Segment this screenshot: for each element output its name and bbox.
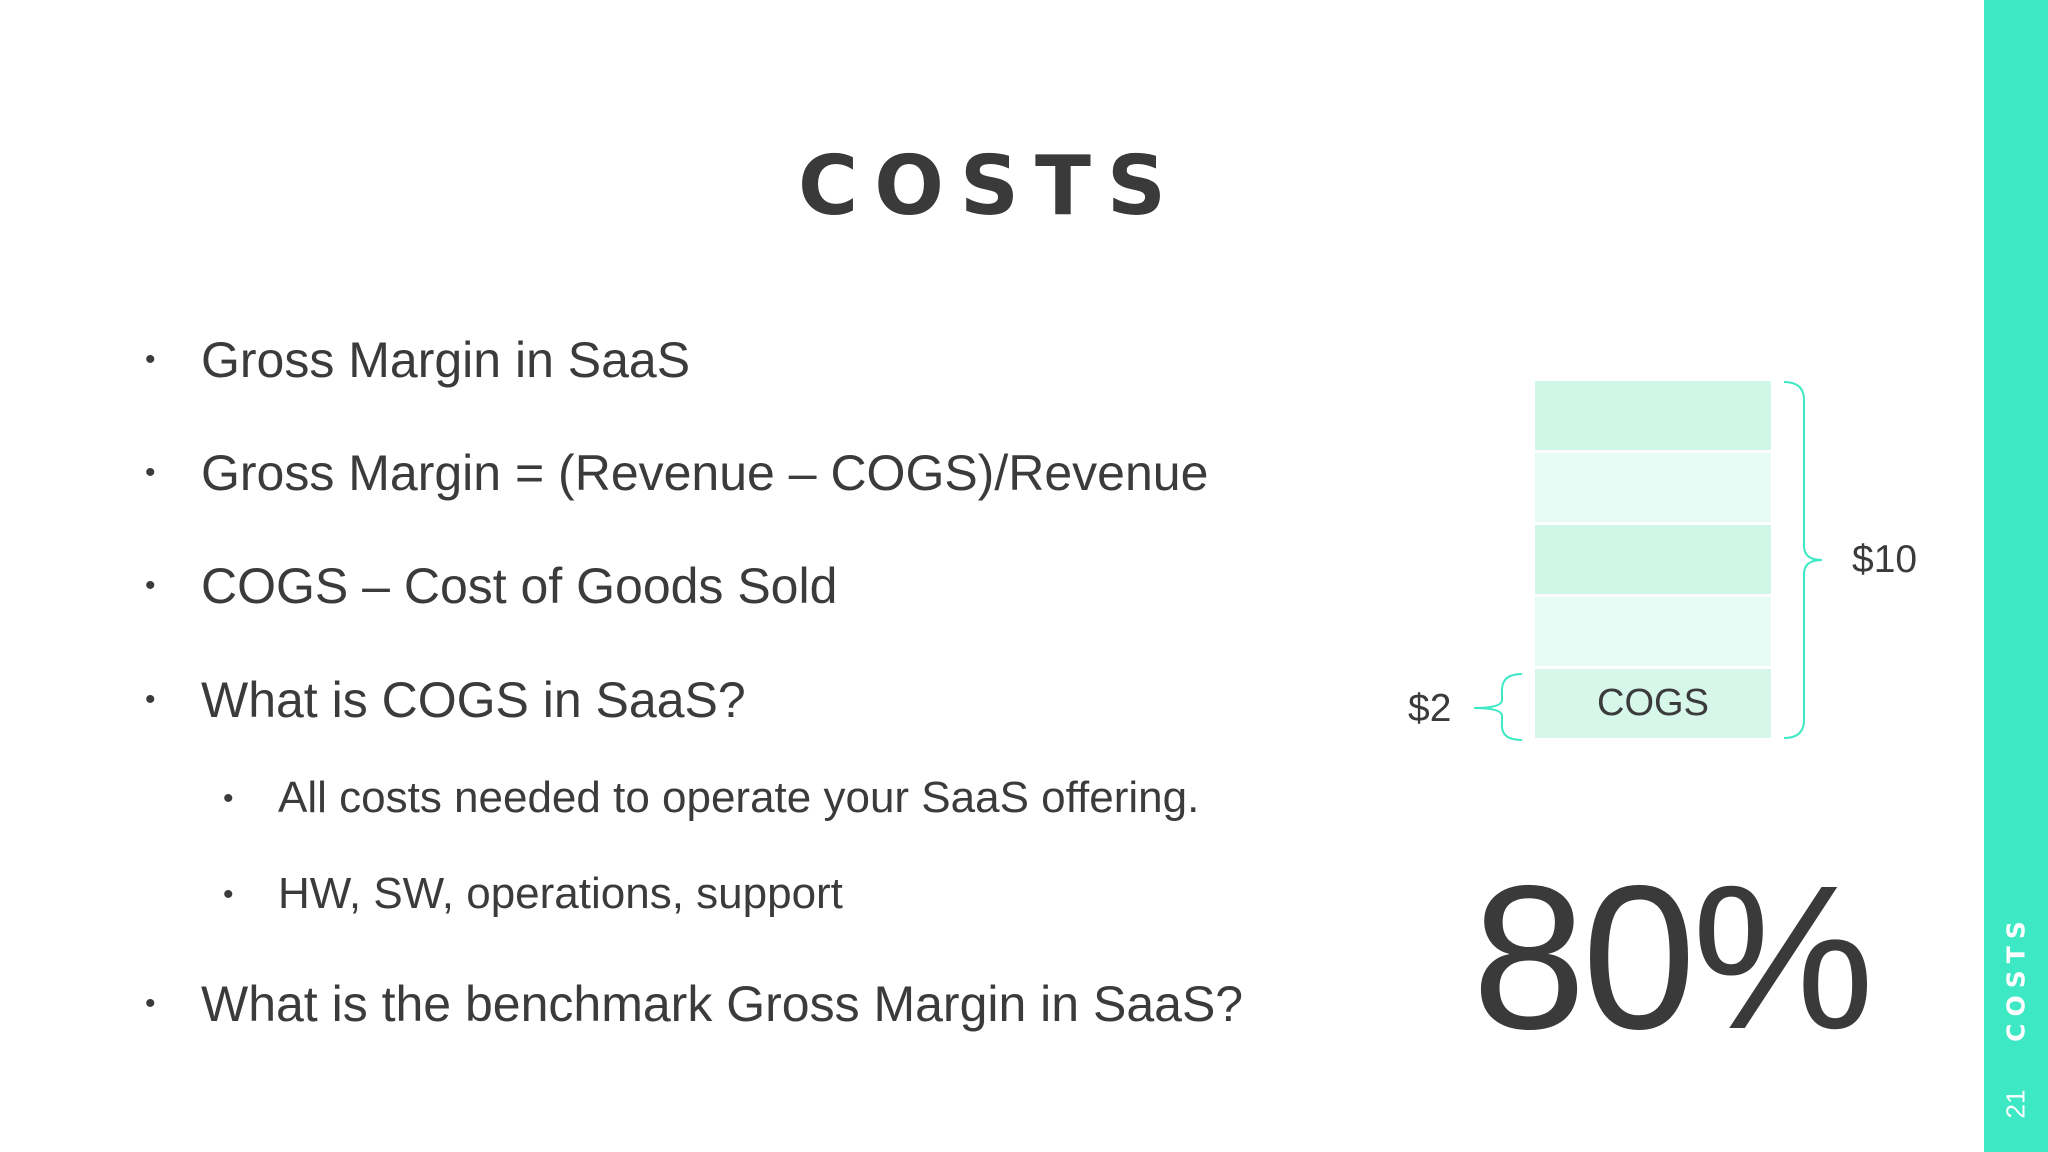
total-amount-label: $10 xyxy=(1852,538,1918,581)
bullet-dot-icon: • xyxy=(145,683,156,716)
bullet-text: What is COGS in SaaS? xyxy=(201,672,746,728)
bullet-item: • What is the benchmark Gross Margin in … xyxy=(145,976,1244,1032)
page-number: 21 xyxy=(2000,1089,2031,1119)
bullet-dot-icon: • xyxy=(145,456,156,489)
bullet-text: COGS – Cost of Goods Sold xyxy=(201,558,838,614)
stack-segment xyxy=(1535,453,1771,522)
bullet-item: • What is COGS in SaaS? xyxy=(145,672,746,728)
gross-margin-value: 80% xyxy=(1472,843,1874,1072)
slide-title: COSTS xyxy=(798,139,1182,234)
total-brace-icon xyxy=(1783,381,1823,739)
bullet-item: • Gross Margin = (Revenue – COGS)/Revenu… xyxy=(145,445,1209,501)
bullet-text: Gross Margin = (Revenue – COGS)/Revenue xyxy=(201,445,1209,501)
bullet-dot-icon: • xyxy=(145,987,156,1020)
bullet-dot-icon: • xyxy=(145,569,156,602)
bullet-item: • COGS – Cost of Goods Sold xyxy=(145,558,838,614)
bullet-text: All costs needed to operate your SaaS of… xyxy=(278,773,1200,822)
bullet-dot-icon: • xyxy=(223,782,234,815)
bullet-text: Gross Margin in SaaS xyxy=(201,332,691,388)
side-accent-band xyxy=(1984,0,2048,1152)
sub-bullet-item: • All costs needed to operate your SaaS … xyxy=(223,773,1200,822)
bullet-text: What is the benchmark Gross Margin in Sa… xyxy=(201,976,1244,1032)
stack-segment xyxy=(1535,525,1771,594)
cogs-brace-icon xyxy=(1473,673,1523,741)
sub-bullet-item: • HW, SW, operations, support xyxy=(223,869,843,918)
bullet-dot-icon: • xyxy=(145,343,156,376)
stack-segment xyxy=(1535,381,1771,450)
cogs-amount-label: $2 xyxy=(1408,687,1452,730)
cogs-segment: COGS xyxy=(1535,669,1771,738)
bullet-dot-icon: • xyxy=(223,878,234,911)
bullet-item: • Gross Margin in SaaS xyxy=(145,332,691,388)
stack-segment xyxy=(1535,597,1771,666)
bullet-text: HW, SW, operations, support xyxy=(278,869,843,918)
side-section-label: COSTS xyxy=(2001,914,2031,1042)
cogs-segment-label: COGS xyxy=(1597,682,1709,724)
